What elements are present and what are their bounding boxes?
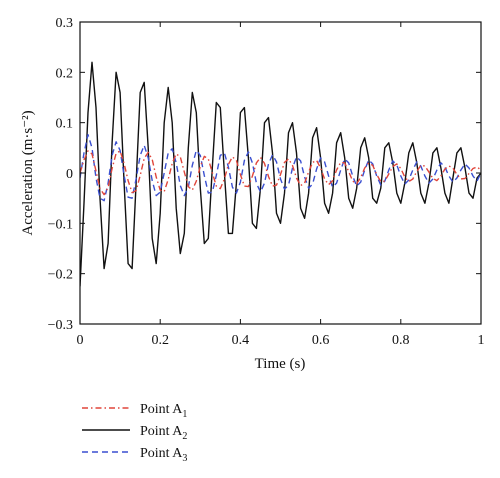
x-tick-label: 0.8 — [392, 333, 410, 348]
x-tick-label: 0.6 — [312, 333, 330, 348]
x-tick-label: 1 — [478, 333, 485, 348]
series-line-2 — [80, 61, 481, 287]
y-axis-title: Acceleration (m·s⁻²) — [20, 110, 36, 235]
x-axis-title: Time (s) — [255, 356, 306, 372]
y-tick-label: −0.1 — [48, 217, 73, 232]
x-tick-label: 0 — [77, 333, 84, 348]
y-tick-label: −0.2 — [48, 268, 73, 283]
series-layer — [80, 61, 481, 287]
series-line-1 — [80, 150, 481, 196]
axis-layer: 0 0.2 0.4 0.6 0.8 1 −0.3 −0.2 −0.1 0 0.1 0.2 0.3 — [48, 16, 485, 348]
legend-label-1: Point A1 — [140, 402, 187, 420]
x-tick-label: 0.2 — [151, 333, 169, 348]
legend-label-base: Point A — [140, 446, 183, 461]
legend-label-subscript: 3 — [182, 453, 187, 464]
legend-label-subscript: 1 — [182, 409, 187, 420]
x-tick-label: 0.4 — [232, 333, 250, 348]
y-tick-label: 0.2 — [56, 66, 74, 81]
legend-label-3: Point A3 — [140, 446, 187, 464]
legend-label-subscript: 2 — [182, 431, 187, 442]
y-tick-label: 0.1 — [56, 117, 74, 132]
legend-label-base: Point A — [140, 424, 183, 439]
legend-label-base: Point A — [140, 402, 183, 417]
y-tick-label: −0.3 — [48, 318, 73, 333]
legend-label-2: Point A2 — [140, 424, 187, 442]
y-tick-label: 0.3 — [56, 16, 74, 31]
series-line-3 — [80, 133, 481, 202]
y-tick-label: 0 — [66, 167, 73, 182]
